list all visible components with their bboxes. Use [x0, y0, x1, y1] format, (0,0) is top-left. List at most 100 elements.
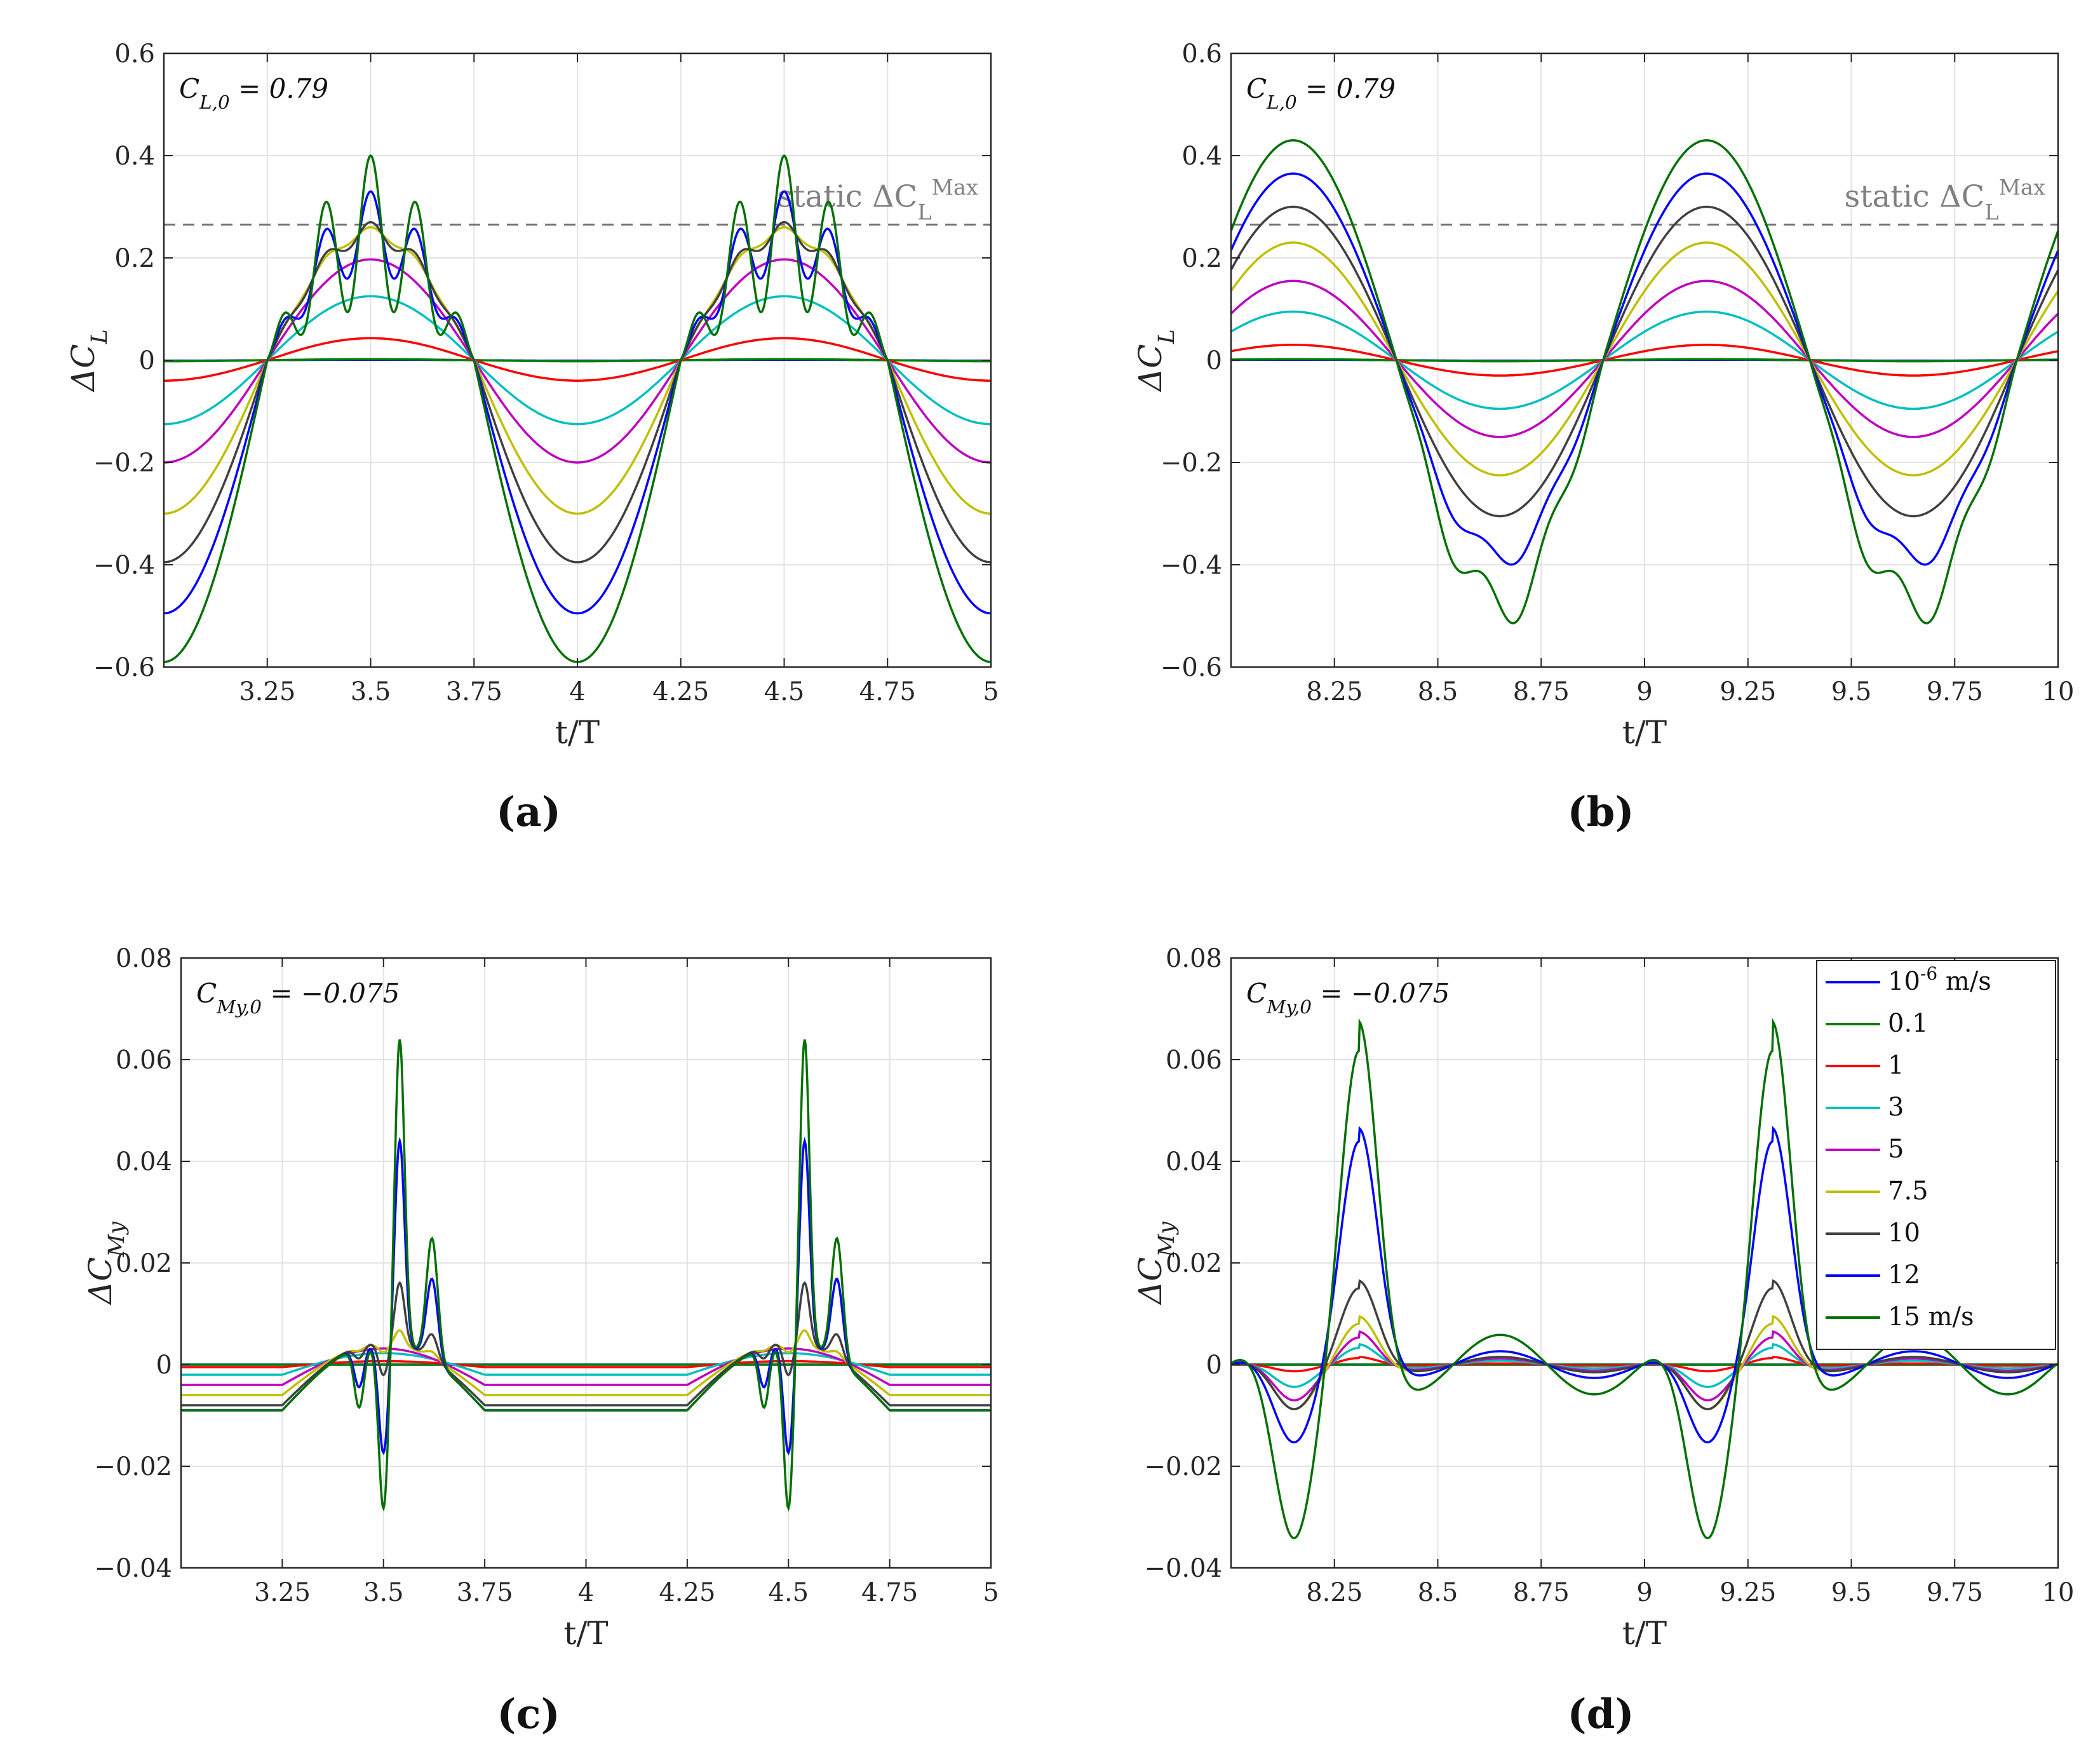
y-tick-label: 0.6: [1181, 39, 1222, 69]
x-tick-label: 10: [2042, 1578, 2075, 1607]
series-line-6: [164, 226, 991, 515]
baseline-annotation: CL,0 = 0.79: [1246, 73, 1396, 113]
series-line-6: [1231, 241, 2058, 476]
panel-c: 3.25 3.5 3.75 4 4.25 4.5 4.75 5 −0.04 −0.02 0 0.02 0…: [82, 944, 999, 1738]
y-tick-label: 0.2: [1181, 244, 1222, 273]
x-tick-label: 8.25: [1306, 1578, 1363, 1607]
y-tick-label: 0.02: [1166, 1249, 1222, 1278]
y-tick-label: 0.04: [1166, 1147, 1222, 1177]
x-tick-label: 9: [1636, 1578, 1652, 1607]
x-axis-label: t/T: [563, 1615, 608, 1652]
y-axis-label: ΔCL: [1132, 329, 1180, 393]
legend-entry: 1: [1888, 1051, 1904, 1080]
x-tick-label: 3.5: [351, 677, 391, 706]
x-tick-label: 4: [569, 677, 585, 706]
series-line-8: [164, 190, 991, 615]
x-axis-label: t/T: [555, 714, 600, 751]
x-tick-label: 3.25: [254, 1578, 311, 1607]
series-line-3: [164, 337, 991, 382]
static-max-label: static ΔCLMax: [1845, 175, 2045, 224]
series-line-8: [1231, 172, 2058, 566]
x-tick-label: 9.5: [1831, 677, 1872, 706]
y-tick-label: −0.04: [1144, 1554, 1222, 1583]
x-tick-label: 9.75: [1927, 1578, 1983, 1607]
legend: 10-6 m/s 0.1 1 3 5 7.5 10 12 15 m/s: [1816, 960, 2056, 1350]
y-tick-label: −0.6: [1161, 653, 1222, 682]
x-tick-label: 4.75: [859, 677, 916, 706]
series-line-4: [1231, 310, 2058, 410]
panel-caption: (b): [1567, 788, 1634, 836]
y-tick-label: 0.06: [1166, 1046, 1222, 1075]
series-line-9: [181, 1039, 991, 1512]
series-group: [181, 1039, 991, 1512]
series-line-9: [1231, 139, 2058, 624]
y-tick-label: 0.08: [116, 944, 172, 973]
x-tick-label: 10: [2042, 677, 2075, 706]
x-tick-label: 5: [983, 1578, 999, 1607]
legend-entry: 10-6 m/s: [1888, 963, 1991, 997]
x-tick-label: 8.75: [1513, 1578, 1570, 1607]
baseline-annotation: CMy,0 = −0.075: [196, 978, 400, 1018]
series-line-3: [1231, 344, 2058, 377]
panel-d: 8.25 8.5 8.75 9 9.25 9.5 9.75 10 −0.04 −0.02 0 0.02…: [1132, 944, 2074, 1738]
x-tick-label: 4.25: [652, 677, 709, 706]
legend-entry: 5: [1888, 1135, 1904, 1164]
panel-caption: (c): [497, 1690, 560, 1738]
y-tick-label: 0.04: [116, 1147, 172, 1177]
y-tick-label: 0.2: [114, 244, 155, 273]
y-tick-label: −0.04: [94, 1554, 172, 1583]
series-line-7: [1231, 205, 2058, 518]
y-tick-label: −0.4: [1161, 551, 1222, 580]
legend-entry: 10: [1888, 1218, 1920, 1248]
x-tick-label: 8.5: [1418, 677, 1458, 706]
static-max-label: static ΔCLMax: [777, 175, 978, 224]
y-tick-label: 0: [1206, 346, 1222, 375]
legend-entry: 3: [1888, 1093, 1904, 1122]
series-line-6: [181, 1329, 991, 1396]
x-tick-label: 4: [578, 1578, 594, 1607]
y-tick-label: 0.6: [114, 39, 155, 69]
series-line-5: [181, 1347, 991, 1386]
x-tick-label: 4.75: [861, 1578, 918, 1607]
x-tick-label: 9.75: [1927, 677, 1983, 706]
series-line-5: [164, 258, 991, 464]
x-tick-label: 8.5: [1418, 1578, 1458, 1607]
y-tick-label: 0.02: [116, 1249, 172, 1278]
y-tick-label: −0.02: [94, 1452, 172, 1481]
series-line-5: [1231, 280, 2058, 438]
series-line-2: [164, 358, 991, 363]
series-group: [1231, 139, 2058, 624]
baseline-annotation: CL,0 = 0.79: [179, 73, 328, 113]
x-axis-label: t/T: [1622, 714, 1667, 751]
x-tick-label: 9.5: [1831, 1578, 1872, 1607]
y-tick-label: 0.4: [1181, 142, 1222, 171]
x-tick-label: 4.5: [768, 1578, 809, 1607]
x-tick-label: 4.25: [659, 1578, 715, 1607]
panel-caption: (d): [1567, 1690, 1634, 1738]
y-tick-label: 0.06: [116, 1046, 172, 1075]
x-tick-label: 9.25: [1720, 677, 1776, 706]
series-line-4: [181, 1352, 991, 1376]
x-tick-label: 3.25: [239, 677, 295, 706]
series-line-7: [164, 220, 991, 563]
x-tick-label: 4.5: [764, 677, 805, 706]
y-tick-label: 0: [139, 346, 155, 375]
y-axis-label: ΔCL: [65, 329, 112, 393]
panel-caption: (a): [496, 788, 561, 836]
x-tick-label: 3.75: [457, 1578, 513, 1607]
panel-a: static ΔCLMax 3.25 3.5 3.75 4 4.25 4.5 4.75 5 −0.…: [65, 39, 999, 836]
y-tick-label: −0.4: [93, 551, 155, 580]
x-tick-label: 8.75: [1513, 677, 1570, 706]
y-tick-label: −0.2: [93, 449, 155, 478]
x-tick-label: 3.75: [446, 677, 502, 706]
legend-entry: 0.1: [1888, 1009, 1928, 1038]
x-axis-label: t/T: [1622, 1615, 1667, 1652]
legend-entry: 7.5: [1888, 1177, 1928, 1206]
y-tick-label: −0.02: [1144, 1452, 1222, 1481]
y-axis-label: ΔCMy: [1132, 1221, 1180, 1306]
panel-b: static ΔCLMax 8.25 8.5 8.75 9 9.25 9.5 9.75 10 −0…: [1132, 39, 2074, 836]
y-tick-label: 0: [1206, 1351, 1222, 1380]
x-tick-label: 9: [1636, 677, 1652, 706]
y-tick-label: 0.4: [114, 142, 155, 171]
